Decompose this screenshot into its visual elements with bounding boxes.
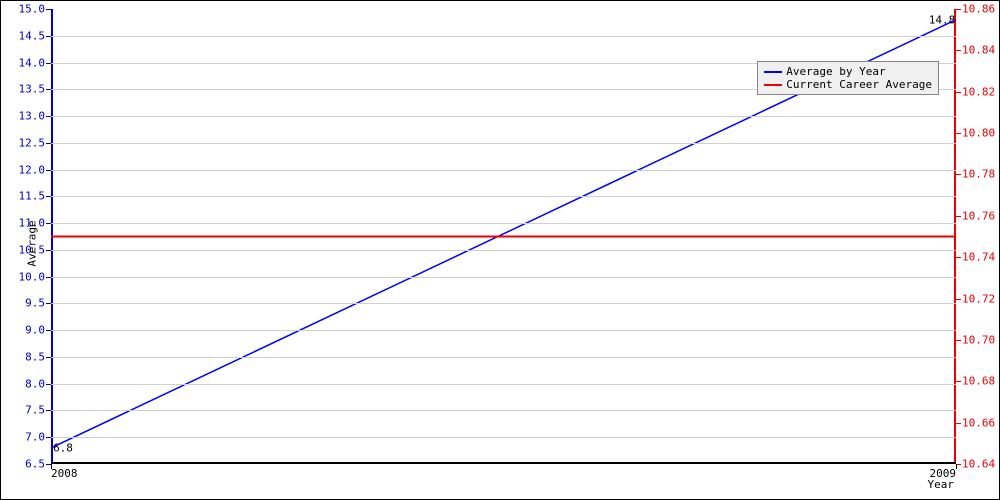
tick-right bbox=[956, 133, 961, 134]
y-axis-title: Average bbox=[26, 220, 39, 266]
tick-left bbox=[46, 196, 51, 197]
tick-label-left: 9.5 bbox=[25, 297, 45, 310]
tick-right bbox=[956, 340, 961, 341]
gridline bbox=[51, 384, 956, 385]
tick-label-left: 7.5 bbox=[25, 404, 45, 417]
tick-left bbox=[46, 63, 51, 64]
tick-left bbox=[46, 223, 51, 224]
tick-right bbox=[956, 9, 961, 10]
point-label: 14.8 bbox=[929, 13, 956, 26]
tick-label-left: 13.0 bbox=[19, 110, 46, 123]
tick-left bbox=[46, 303, 51, 304]
tick-left bbox=[46, 170, 51, 171]
tick-label-bottom: 2008 bbox=[51, 467, 78, 480]
legend-item: Current Career Average bbox=[764, 78, 932, 91]
gridline bbox=[51, 277, 956, 278]
tick-label-right: 10.76 bbox=[962, 209, 995, 222]
tick-label-left: 15.0 bbox=[19, 3, 46, 16]
gridline bbox=[51, 437, 956, 438]
tick-label-right: 10.68 bbox=[962, 375, 995, 388]
tick-label-left: 8.0 bbox=[25, 377, 45, 390]
tick-label-left: 8.5 bbox=[25, 350, 45, 363]
tick-left bbox=[46, 89, 51, 90]
tick-right bbox=[956, 423, 961, 424]
tick-label-right: 10.78 bbox=[962, 168, 995, 181]
tick-left bbox=[46, 410, 51, 411]
tick-left bbox=[46, 437, 51, 438]
tick-left bbox=[46, 250, 51, 251]
tick-left bbox=[46, 9, 51, 10]
legend-swatch bbox=[764, 84, 782, 86]
tick-label-right: 10.64 bbox=[962, 458, 995, 471]
tick-label-left: 10.0 bbox=[19, 270, 46, 283]
tick-label-left: 13.5 bbox=[19, 83, 46, 96]
legend-swatch bbox=[764, 71, 782, 73]
tick-label-left: 14.5 bbox=[19, 29, 46, 42]
gridline bbox=[51, 357, 956, 358]
point-label: 6.8 bbox=[53, 441, 73, 454]
x-axis-title: Year bbox=[928, 478, 955, 491]
tick-right bbox=[956, 299, 961, 300]
tick-label-left: 9.0 bbox=[25, 324, 45, 337]
tick-left bbox=[46, 330, 51, 331]
tick-label-right: 10.72 bbox=[962, 292, 995, 305]
tick-right bbox=[956, 174, 961, 175]
tick-label-right: 10.86 bbox=[962, 3, 995, 16]
tick-label-left: 11.5 bbox=[19, 190, 46, 203]
tick-bottom bbox=[956, 464, 957, 469]
gridline bbox=[51, 330, 956, 331]
legend-item: Average by Year bbox=[764, 65, 932, 78]
gridline bbox=[51, 410, 956, 411]
tick-right bbox=[956, 257, 961, 258]
chart-container: 6.57.07.58.08.59.09.510.010.511.011.512.… bbox=[0, 0, 1000, 500]
tick-right bbox=[956, 381, 961, 382]
tick-left bbox=[46, 116, 51, 117]
tick-label-left: 6.5 bbox=[25, 458, 45, 471]
gridline bbox=[51, 36, 956, 37]
gridline bbox=[51, 223, 956, 224]
tick-label-right: 10.70 bbox=[962, 333, 995, 346]
tick-label-right: 10.74 bbox=[962, 251, 995, 264]
tick-left bbox=[46, 143, 51, 144]
tick-right bbox=[956, 216, 961, 217]
tick-left bbox=[46, 357, 51, 358]
legend-label: Average by Year bbox=[786, 65, 885, 78]
legend: Average by YearCurrent Career Average bbox=[757, 61, 939, 95]
gridline bbox=[51, 250, 956, 251]
legend-label: Current Career Average bbox=[786, 78, 932, 91]
tick-right bbox=[956, 92, 961, 93]
tick-left bbox=[46, 277, 51, 278]
tick-left bbox=[46, 36, 51, 37]
tick-label-right: 10.82 bbox=[962, 85, 995, 98]
gridline bbox=[51, 170, 956, 171]
gridline bbox=[51, 143, 956, 144]
tick-label-left: 12.5 bbox=[19, 136, 46, 149]
tick-right bbox=[956, 50, 961, 51]
gridline bbox=[51, 116, 956, 117]
tick-label-right: 10.80 bbox=[962, 127, 995, 140]
tick-left bbox=[46, 384, 51, 385]
gridline bbox=[51, 196, 956, 197]
tick-label-left: 12.0 bbox=[19, 163, 46, 176]
gridline bbox=[51, 303, 956, 304]
tick-label-right: 10.66 bbox=[962, 416, 995, 429]
tick-label-left: 7.0 bbox=[25, 431, 45, 444]
tick-label-right: 10.84 bbox=[962, 44, 995, 57]
tick-label-left: 14.0 bbox=[19, 56, 46, 69]
